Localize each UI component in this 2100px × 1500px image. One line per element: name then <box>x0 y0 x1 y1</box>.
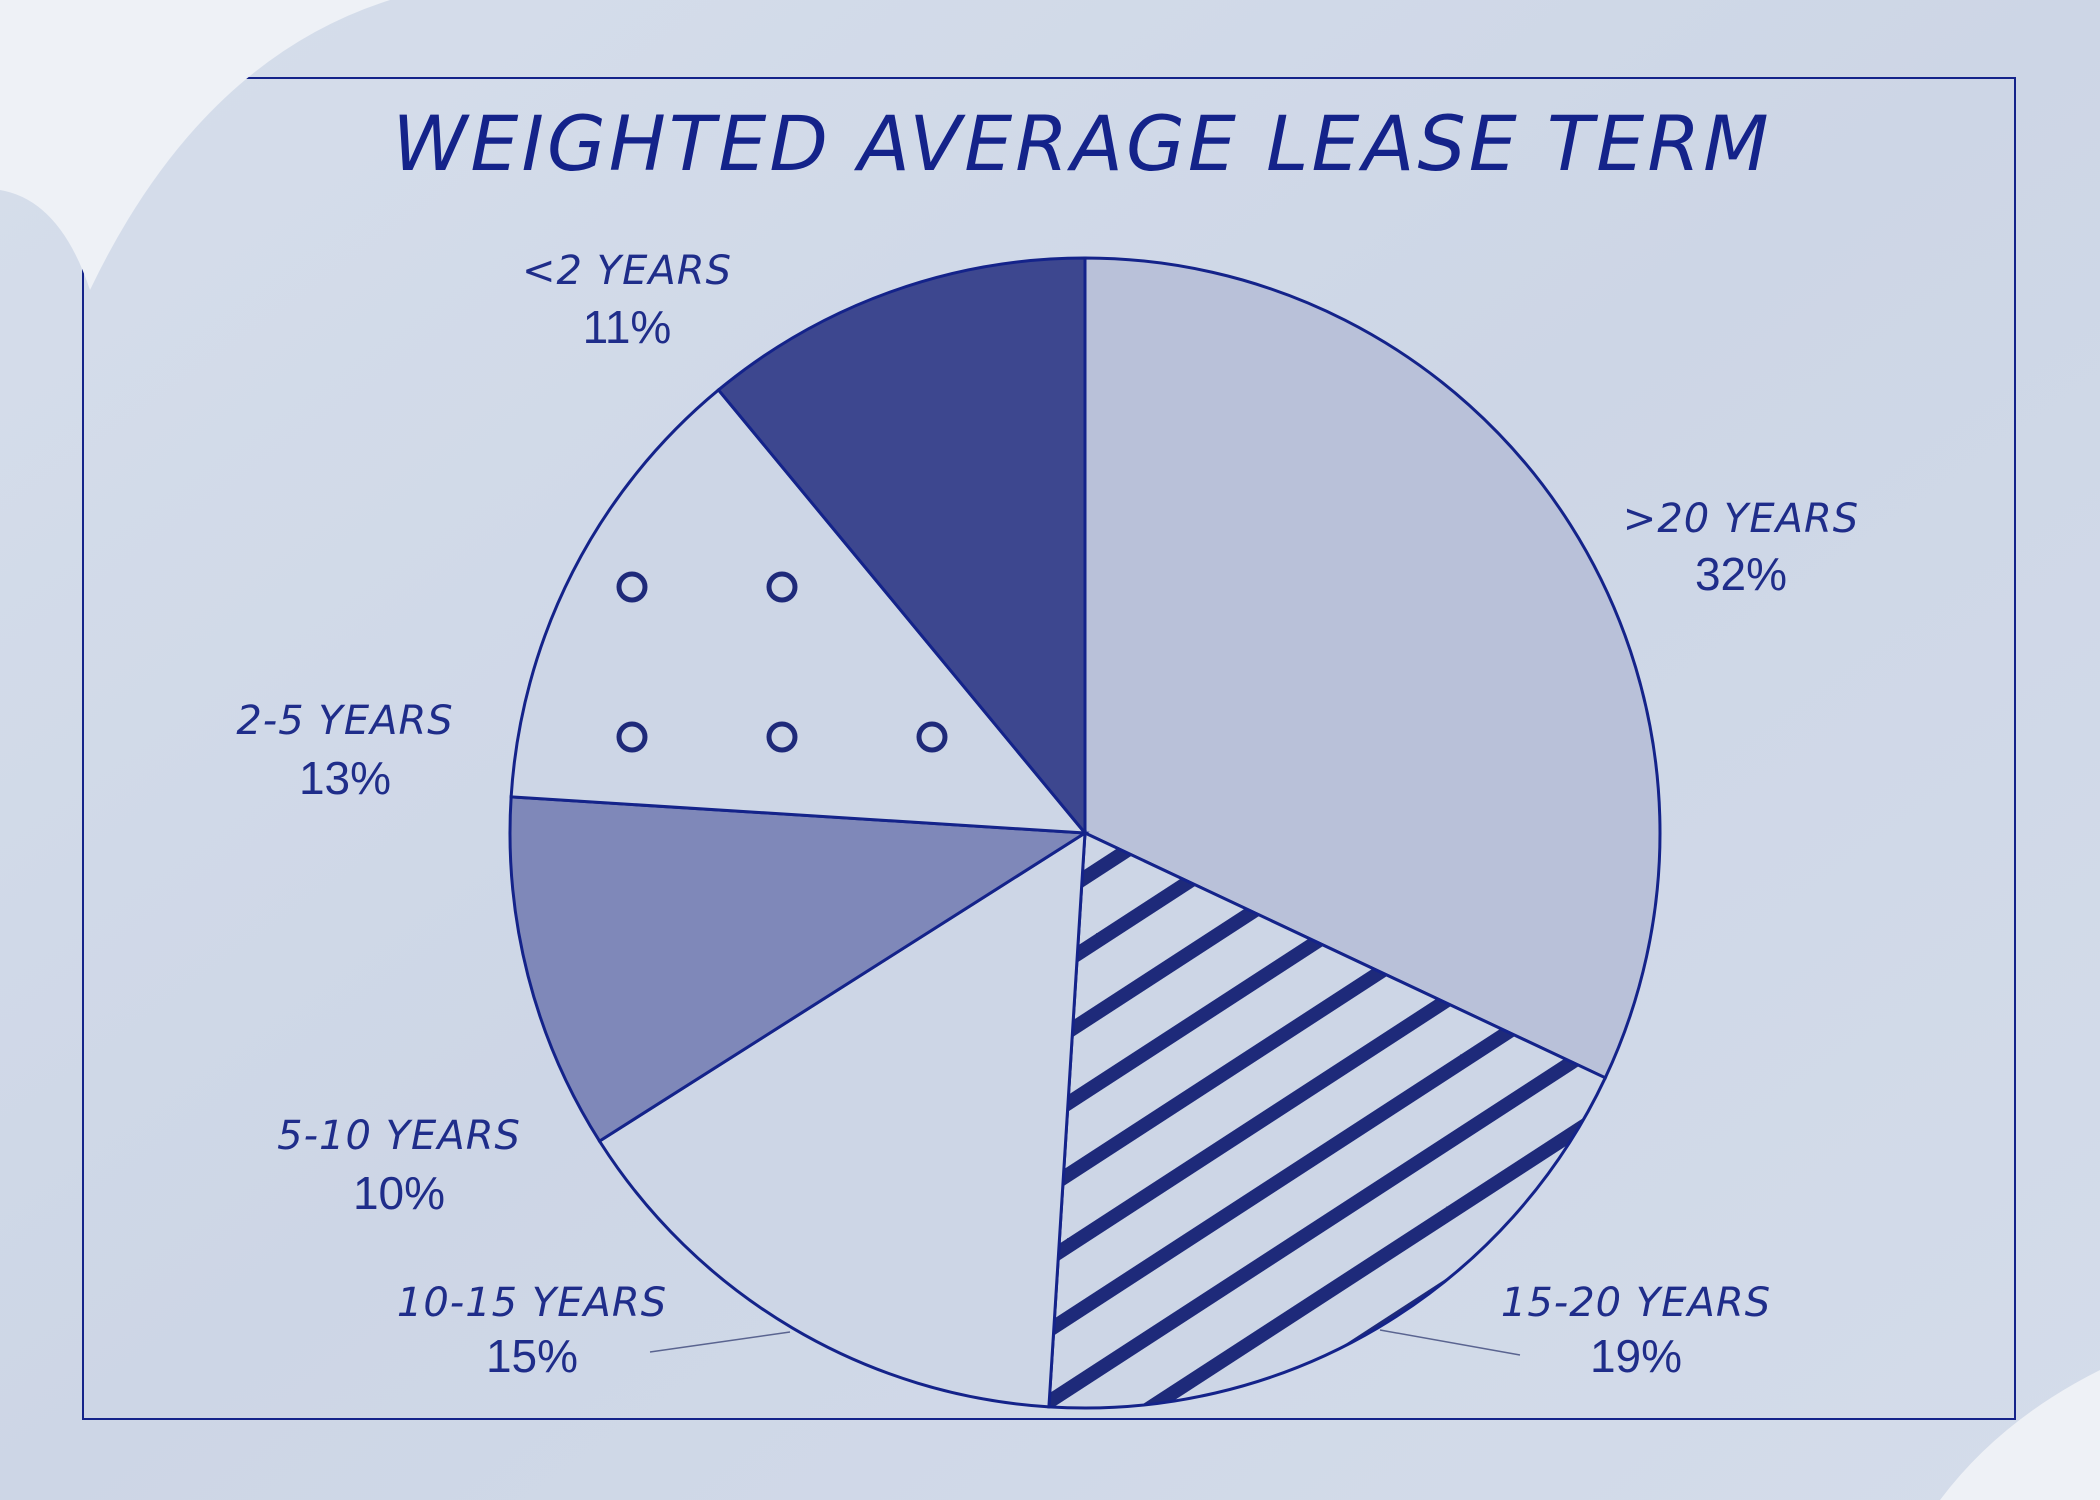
value-label: 13% <box>299 752 391 804</box>
pie-slice <box>716 256 1087 838</box>
value-label: 10% <box>353 1167 445 1219</box>
pie-slice <box>508 795 1090 1144</box>
leader-line <box>649 1331 791 1353</box>
slice-label: 2-5 YEARS <box>236 698 453 744</box>
pie-slice <box>597 830 1087 1409</box>
value-label: 15% <box>486 1330 578 1382</box>
pie-slice <box>1047 830 1608 1410</box>
value-label: 32% <box>1695 548 1787 600</box>
slice-label: 15-20 YEARS <box>1501 1280 1771 1326</box>
value-label: 19% <box>1590 1330 1682 1382</box>
page-curl <box>0 0 390 290</box>
pie-slice <box>1083 256 1662 1080</box>
frame <box>82 77 2016 1420</box>
slice-label: 10-15 YEARS <box>397 1280 667 1326</box>
slice-label: >20 YEARS <box>1623 496 1859 542</box>
slice-label: 5-10 YEARS <box>277 1113 521 1159</box>
chart-title: WEIGHTED AVERAGE LEASE TERM <box>392 99 1771 188</box>
leader-line <box>1379 1329 1521 1356</box>
value-label: 11% <box>583 301 672 353</box>
page-curl <box>1940 1370 2100 1500</box>
pie-slice <box>509 387 1089 835</box>
slice-label: <2 YEARS <box>522 248 732 294</box>
